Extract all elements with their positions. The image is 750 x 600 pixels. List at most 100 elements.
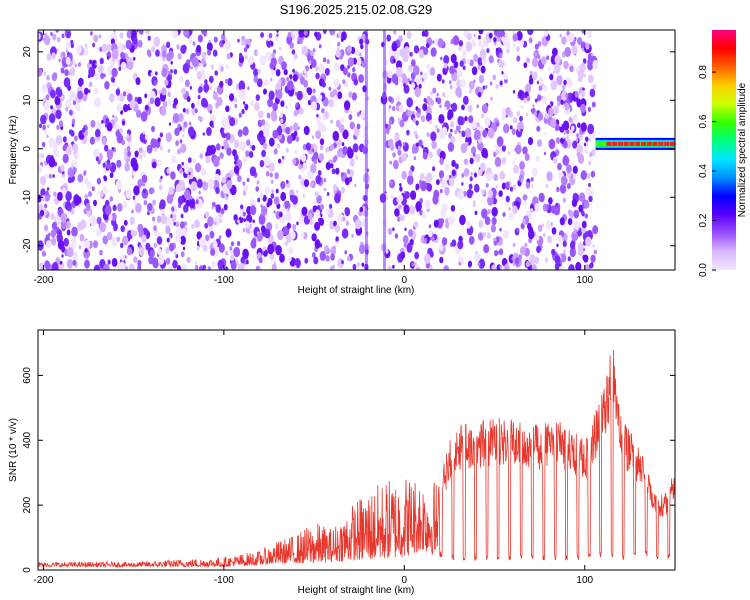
heatmap-cell	[312, 252, 316, 258]
heatmap-cell	[537, 224, 543, 232]
heatmap-cell	[333, 220, 337, 227]
heatmap-cell	[47, 124, 50, 129]
heatmap-cell	[593, 249, 597, 255]
heatmap-cell	[296, 221, 299, 226]
heatmap-cell	[177, 123, 180, 128]
heatmap-cell	[458, 261, 461, 266]
heatmap-cell	[431, 140, 437, 150]
heatmap-cell	[482, 231, 486, 237]
heatmap-cell	[194, 108, 198, 114]
heatmap-cell	[214, 87, 217, 93]
heatmap-cell	[527, 137, 534, 146]
heatmap-cell	[529, 70, 533, 75]
heatmap-cell	[592, 59, 599, 70]
heatmap-cell	[176, 44, 180, 50]
heatmap-cell	[106, 56, 110, 60]
heatmap-cell	[484, 216, 491, 226]
heatmap-cell	[129, 216, 135, 225]
heatmap-cell	[504, 32, 509, 40]
heatmap-cell	[580, 103, 586, 113]
colorbar-ticks: 0.0 0.2 0.4 0.6 0.8	[698, 65, 716, 277]
heatmap-cell	[52, 174, 55, 178]
heatmap-cell	[515, 144, 522, 155]
heatmap-cell	[328, 86, 332, 91]
heatmap-cell	[151, 46, 155, 53]
heatmap-cell	[89, 136, 95, 145]
heatmap-cell	[519, 161, 525, 170]
heatmap-cell	[293, 110, 298, 117]
heatmap-cell	[189, 85, 193, 90]
heatmap-cell	[40, 188, 46, 197]
heatmap-cell	[205, 211, 210, 218]
heatmap-cell	[251, 237, 257, 245]
heatmap-cell	[559, 183, 567, 194]
heatmap-cell	[229, 93, 235, 102]
heatmap-cell	[268, 137, 275, 147]
heatmap-cell	[214, 70, 218, 76]
heatmap-cell	[516, 111, 520, 117]
heatmap-cell	[562, 197, 566, 203]
heatmap-cell	[48, 137, 55, 148]
heatmap-cell	[270, 57, 277, 68]
heatmap-cell	[457, 240, 464, 250]
heatmap-cell	[101, 137, 107, 146]
heatmap-cell	[221, 145, 224, 150]
heatmap-cell	[334, 224, 341, 233]
heatmap-cell	[156, 236, 163, 245]
heatmap-cell	[45, 234, 50, 241]
heatmap-cell	[424, 199, 431, 210]
heatmap-cell	[263, 142, 268, 150]
heatmap-cell	[262, 249, 268, 257]
heatmap-cell	[518, 89, 524, 98]
heatmap-cell	[198, 265, 205, 270]
heatmap-cell	[62, 136, 67, 143]
y-tick-label: -20	[22, 238, 33, 253]
heatmap-cell	[463, 190, 467, 197]
heatmap-cell	[527, 30, 534, 36]
heatmap-cell	[325, 255, 330, 262]
heatmap-cell	[473, 172, 478, 178]
heatmap-cell	[472, 202, 476, 208]
heatmap-cell	[102, 186, 108, 195]
heatmap-cell	[412, 117, 416, 123]
heatmap-cell	[385, 249, 389, 254]
heatmap-cell	[297, 40, 300, 45]
heatmap-cell	[151, 161, 157, 169]
heatmap-cell	[563, 60, 569, 70]
heatmap-cell	[554, 54, 561, 65]
heatmap-cell	[450, 135, 456, 144]
spectrogram-x-axis-label: Height of straight line (km)	[298, 285, 415, 296]
heatmap-cell	[194, 66, 198, 71]
heatmap-cell	[587, 59, 591, 65]
heatmap-cell	[38, 164, 43, 173]
heatmap-cell	[315, 175, 322, 185]
heatmap-cell	[279, 46, 282, 51]
heatmap-cell	[531, 264, 537, 270]
heatmap-cell	[450, 128, 453, 133]
heatmap-cell	[198, 85, 203, 93]
heatmap-cell	[258, 257, 263, 264]
heatmap-cell	[342, 129, 349, 140]
heatmap-cell	[134, 150, 139, 158]
heatmap-cell	[496, 145, 500, 150]
heatmap-cell	[423, 98, 427, 103]
heatmap-cell	[358, 74, 364, 84]
heatmap-cell	[416, 75, 423, 87]
heatmap-cell	[58, 120, 64, 127]
heatmap-cell	[307, 87, 313, 96]
heatmap-cell	[262, 246, 266, 252]
heatmap-cell	[177, 148, 182, 155]
heatmap-cell	[144, 104, 149, 111]
heatmap-cell	[547, 235, 552, 244]
heatmap-cell	[415, 266, 421, 270]
heatmap-cell	[399, 183, 402, 187]
heatmap-cell	[437, 38, 444, 48]
heatmap-cell	[60, 212, 67, 223]
heatmap-cell	[178, 237, 182, 243]
heatmap-cell	[392, 264, 395, 269]
heatmap-cell	[268, 90, 275, 101]
heatmap-cell	[240, 204, 244, 210]
heatmap-cell	[403, 83, 406, 87]
heatmap-cell	[238, 89, 246, 100]
